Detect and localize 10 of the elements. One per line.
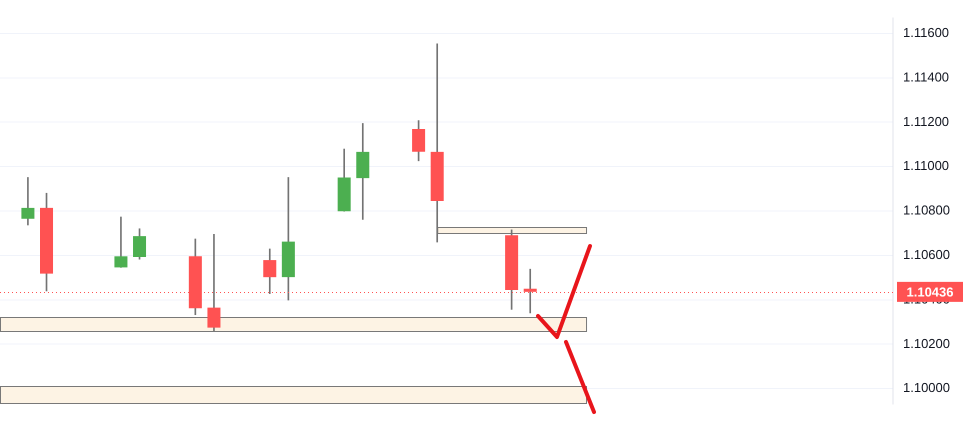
y-tick-label: 1.10000 bbox=[903, 380, 950, 396]
y-tick-label: 1.10800 bbox=[903, 202, 950, 218]
y-tick-label: 1.11400 bbox=[903, 69, 950, 84]
y-tick-label: 1.10600 bbox=[903, 246, 950, 262]
y-tick-label: 1.11200 bbox=[903, 114, 950, 129]
ref-line-label: 1.10436 bbox=[906, 284, 954, 300]
candlestick bbox=[114, 216, 128, 268]
y-tick-label: 1.11600 bbox=[903, 24, 950, 40]
y-tick-label: 1.10200 bbox=[903, 336, 950, 351]
y-tick-label: 1.11000 bbox=[903, 158, 950, 174]
